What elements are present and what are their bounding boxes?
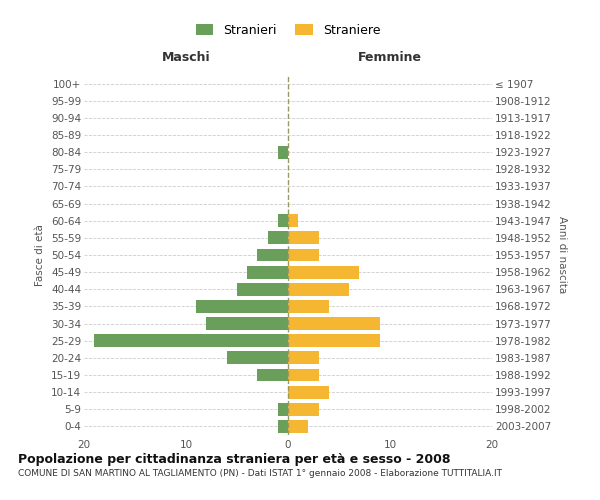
Bar bbox=[288, 386, 329, 398]
Bar bbox=[257, 248, 288, 262]
Y-axis label: Fasce di età: Fasce di età bbox=[35, 224, 46, 286]
Bar bbox=[288, 232, 319, 244]
Bar bbox=[288, 248, 319, 262]
Bar bbox=[288, 352, 319, 364]
Bar bbox=[227, 352, 288, 364]
Y-axis label: Anni di nascita: Anni di nascita bbox=[557, 216, 567, 294]
Bar bbox=[196, 300, 288, 313]
Bar bbox=[288, 300, 329, 313]
Bar bbox=[247, 266, 288, 278]
Bar bbox=[257, 368, 288, 382]
Bar bbox=[288, 403, 319, 415]
Legend: Stranieri, Straniere: Stranieri, Straniere bbox=[192, 20, 384, 40]
Bar bbox=[94, 334, 288, 347]
Bar bbox=[288, 283, 349, 296]
Bar bbox=[288, 368, 319, 382]
Bar bbox=[206, 317, 288, 330]
Bar bbox=[278, 420, 288, 433]
Bar bbox=[288, 214, 298, 227]
Bar bbox=[288, 334, 380, 347]
Bar bbox=[278, 214, 288, 227]
Bar bbox=[288, 317, 380, 330]
Text: Femmine: Femmine bbox=[358, 51, 422, 64]
Text: Maschi: Maschi bbox=[161, 51, 211, 64]
Bar bbox=[278, 403, 288, 415]
Bar bbox=[237, 283, 288, 296]
Bar bbox=[268, 232, 288, 244]
Bar bbox=[278, 146, 288, 158]
Bar bbox=[288, 420, 308, 433]
Text: COMUNE DI SAN MARTINO AL TAGLIAMENTO (PN) - Dati ISTAT 1° gennaio 2008 - Elabora: COMUNE DI SAN MARTINO AL TAGLIAMENTO (PN… bbox=[18, 469, 502, 478]
Text: Popolazione per cittadinanza straniera per età e sesso - 2008: Popolazione per cittadinanza straniera p… bbox=[18, 452, 451, 466]
Bar bbox=[288, 266, 359, 278]
